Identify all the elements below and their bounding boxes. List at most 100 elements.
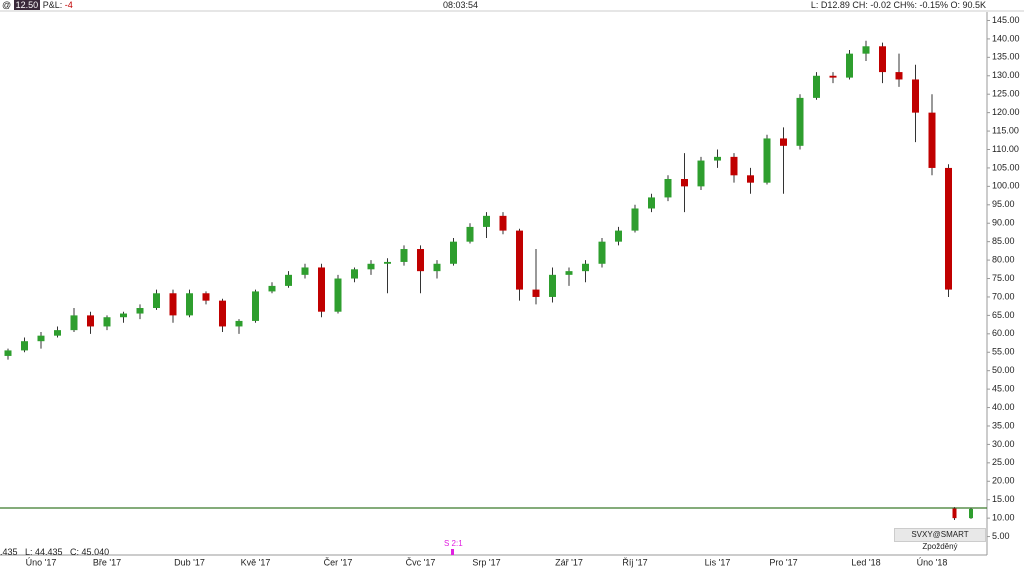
candle-body <box>862 46 870 54</box>
candle-body <box>928 112 936 168</box>
pnl-label: P&L: <box>42 0 63 10</box>
y-tick-label: 90.00 <box>992 218 1015 228</box>
candle-body <box>351 269 358 279</box>
split-marker: S 2:1 <box>444 539 463 548</box>
candle-body <box>235 320 243 327</box>
candle-body <box>681 178 688 187</box>
candle-body <box>433 263 441 272</box>
y-tick-label: 135.00 <box>992 52 1020 62</box>
candle-body <box>912 79 919 113</box>
candle-body <box>153 293 160 309</box>
candle-body <box>549 274 556 297</box>
at-sign: @ <box>2 0 12 10</box>
candle-body <box>780 138 787 146</box>
y-tick-label: 140.00 <box>992 33 1020 43</box>
candle-body <box>186 293 193 316</box>
candle-body <box>763 138 771 183</box>
candle-body <box>648 197 655 209</box>
candle-body <box>318 267 325 312</box>
candle-body <box>466 226 474 242</box>
x-tick-label: Pro '17 <box>769 557 797 567</box>
candle-body <box>21 341 28 351</box>
candle-body <box>483 215 490 227</box>
candle-body <box>252 291 259 321</box>
candle-body <box>136 308 144 314</box>
x-tick-label: Úno '17 <box>26 557 57 567</box>
legend: SVXY@SMART Zpožděný <box>894 528 986 551</box>
candle-body <box>895 72 903 80</box>
y-tick-label: 75.00 <box>992 273 1015 283</box>
clock: 08:03:54 <box>443 0 479 10</box>
candle-body <box>532 289 540 297</box>
y-tick-label: 30.00 <box>992 439 1015 449</box>
x-tick-label: Kvě '17 <box>241 557 271 567</box>
candle-body <box>945 167 952 290</box>
candle-body <box>631 208 639 231</box>
candle-body <box>37 335 45 342</box>
y-tick-label: 65.00 <box>992 310 1015 320</box>
footer-ohlc: .435 L: 44.435 C: 45.040 <box>0 547 110 557</box>
y-tick-label: 95.00 <box>992 199 1015 209</box>
y-tick-label: 105.00 <box>992 162 1020 172</box>
y-tick-label: 50.00 <box>992 365 1015 375</box>
candle-body <box>829 75 837 78</box>
candle-body <box>615 230 622 242</box>
x-tick-label: Říj '17 <box>622 557 647 567</box>
x-tick-label: Bře '17 <box>93 557 121 567</box>
candle-body <box>879 46 886 73</box>
y-tick-label: 60.00 <box>992 328 1015 338</box>
x-tick-label: Čer '17 <box>324 557 353 567</box>
candle-body <box>4 350 12 356</box>
y-tick-label: 120.00 <box>992 107 1020 117</box>
x-tick-label: Srp '17 <box>472 557 500 567</box>
candle-body <box>285 274 292 286</box>
x-tick-label: Led '18 <box>851 557 880 567</box>
candle-body <box>796 97 804 146</box>
x-tick-label: Zář '17 <box>555 557 583 567</box>
candle-body <box>103 317 111 327</box>
y-tick-label: 70.00 <box>992 291 1015 301</box>
candle-body <box>334 278 342 312</box>
candle-body <box>714 156 721 161</box>
y-tick-label: 15.00 <box>992 494 1015 504</box>
x-tick-label: Úno '18 <box>917 557 948 567</box>
y-tick-label: 10.00 <box>992 513 1015 523</box>
pnl-value: -4 <box>64 0 73 10</box>
y-tick-label: 45.00 <box>992 383 1015 393</box>
candle-body <box>598 241 606 264</box>
candle-body <box>846 53 853 78</box>
y-tick-label: 5.00 <box>992 531 1010 541</box>
y-tick-label: 20.00 <box>992 476 1015 486</box>
y-tick-label: 55.00 <box>992 347 1015 357</box>
status: L: D12.89 CH: -0.02 CH%: -0.15% O: 90.5K <box>810 0 986 10</box>
candle-body <box>367 263 375 270</box>
x-tick-label: Dub '17 <box>174 557 205 567</box>
y-tick-label: 110.00 <box>992 144 1019 154</box>
candle-body <box>120 313 127 318</box>
y-tick-label: 100.00 <box>992 181 1020 191</box>
candle-body <box>499 215 507 231</box>
candle-body <box>87 315 94 327</box>
y-tick-label: 40.00 <box>992 402 1015 412</box>
candle-body <box>70 315 78 331</box>
header-left: @ 12.50 P&L: -4 <box>2 0 73 11</box>
candle-body <box>268 285 276 292</box>
y-tick-label: 80.00 <box>992 254 1015 264</box>
candle-body <box>664 178 672 198</box>
candle-body <box>516 230 523 290</box>
y-tick-label: 145.00 <box>992 15 1020 25</box>
candle-body <box>747 175 754 183</box>
candle-body <box>400 249 408 262</box>
candle-body <box>969 508 973 519</box>
candle-body <box>582 263 589 272</box>
candle-body <box>417 249 424 272</box>
y-tick-label: 115.00 <box>992 125 1019 135</box>
candle-body <box>169 293 177 316</box>
candle-body <box>730 156 738 176</box>
y-tick-label: 35.00 <box>992 420 1015 430</box>
candle-body <box>54 330 61 336</box>
candle-body <box>697 160 705 187</box>
y-tick-label: 85.00 <box>992 236 1015 246</box>
